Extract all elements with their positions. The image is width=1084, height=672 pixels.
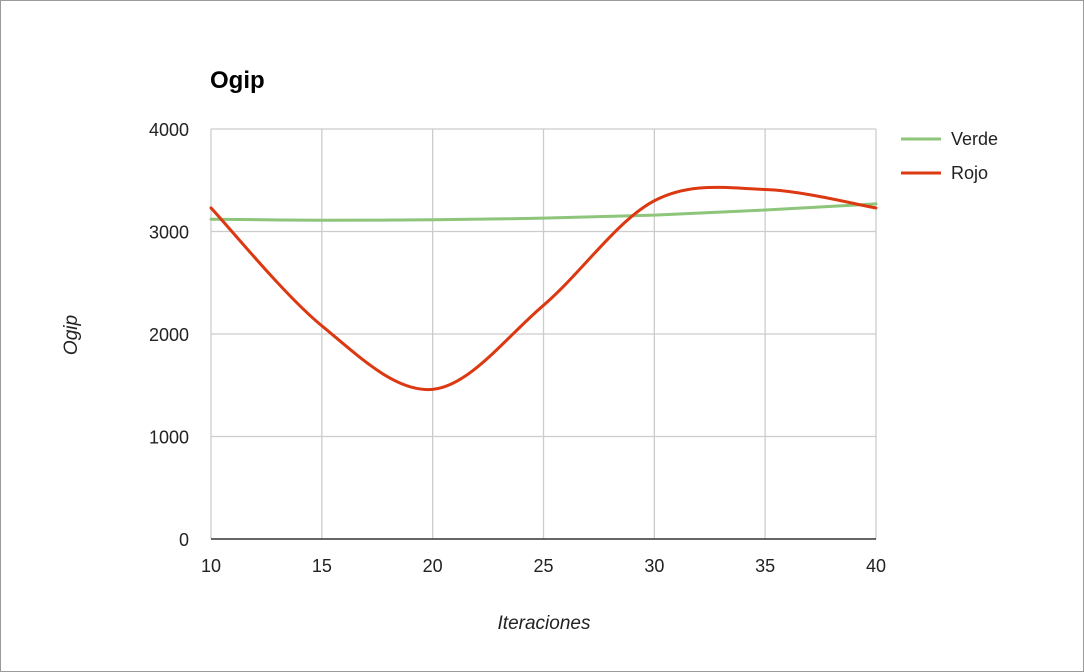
x-tick-label: 10 <box>201 556 221 576</box>
x-axis-title: Iteraciones <box>498 613 591 634</box>
x-tick-label: 30 <box>644 556 664 576</box>
series-lines <box>209 185 878 391</box>
x-tick-label: 20 <box>423 556 443 576</box>
y-tick-label: 4000 <box>149 120 189 140</box>
x-tick-label: 35 <box>755 556 775 576</box>
x-tick-label: 25 <box>533 556 553 576</box>
y-tick-label: 2000 <box>149 325 189 345</box>
x-tick-label: 40 <box>866 556 886 576</box>
x-tick-label: 15 <box>312 556 332 576</box>
legend-label-verde: Verde <box>951 129 998 149</box>
axes: 0 1000 2000 3000 4000 10 15 20 25 30 35 40 <box>149 120 886 576</box>
y-tick-label: 1000 <box>149 428 189 448</box>
y-axis-title: Ogip <box>61 315 82 355</box>
y-tick-label: 3000 <box>149 223 189 243</box>
legend-label-rojo: Rojo <box>951 163 988 183</box>
chart-title: Ogip <box>210 67 265 94</box>
grid <box>210 128 877 539</box>
series-line-verde <box>209 202 878 222</box>
y-tick-label: 0 <box>179 530 189 550</box>
series-line-rojo <box>209 185 878 391</box>
legend: Verde Rojo <box>901 129 998 183</box>
